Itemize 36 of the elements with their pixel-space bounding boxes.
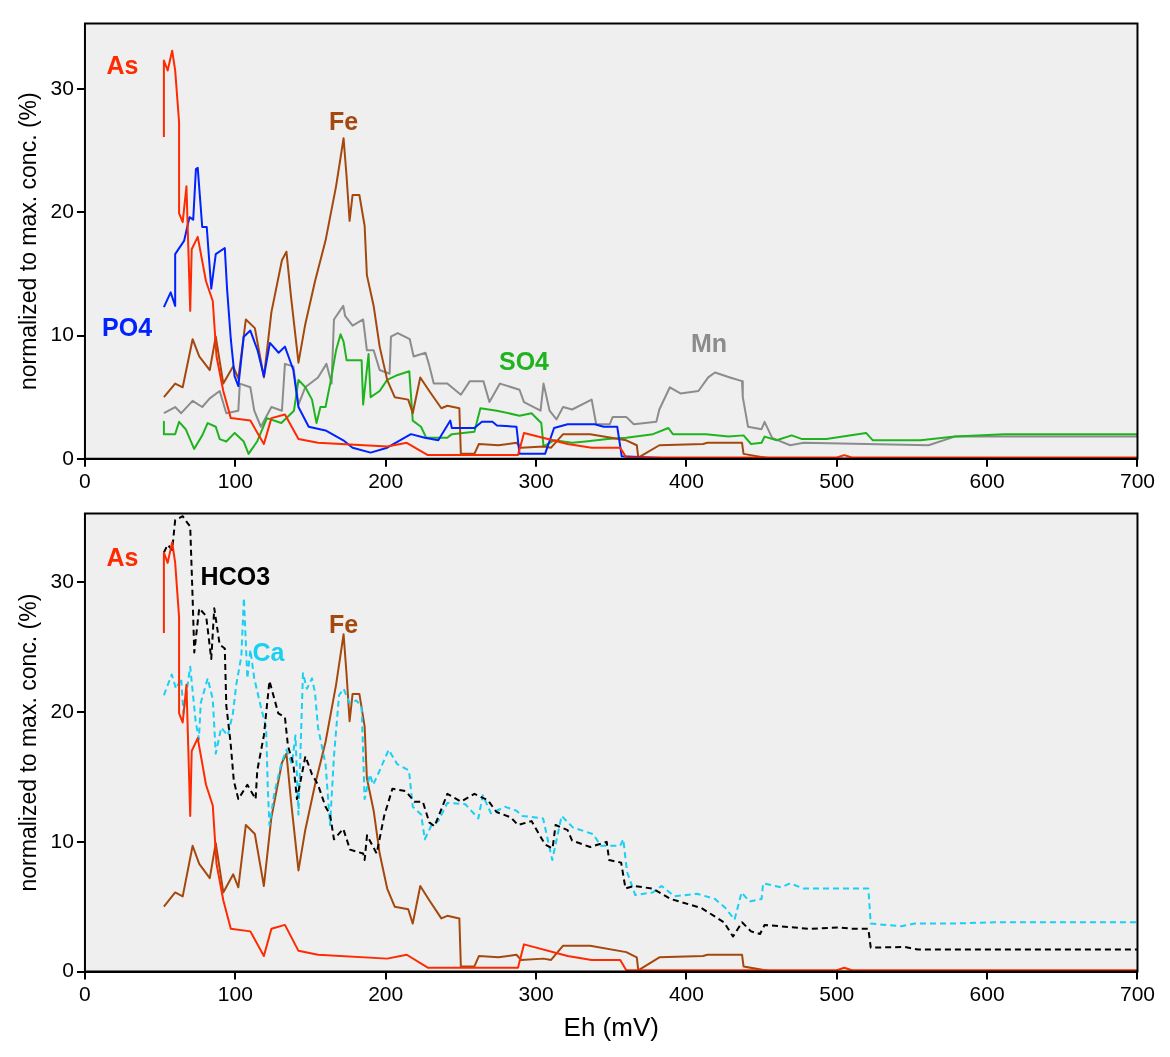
x-tick-label: 500 <box>819 982 855 1005</box>
series-label: Mn <box>690 329 728 358</box>
x-tick-label: 700 <box>1119 469 1155 493</box>
y-tick-label: 0 <box>62 958 74 982</box>
x-tick-label: 200 <box>368 982 404 1005</box>
series-label: Fe <box>328 107 359 136</box>
x-tick-label: 400 <box>668 469 704 493</box>
x-axis-title: Eh (mV) <box>563 1011 659 1042</box>
x-tick-label: 100 <box>217 982 253 1005</box>
x-tick-label: 300 <box>518 982 554 1005</box>
y-axis-title: normalized to max. conc. (%) <box>15 593 42 892</box>
x-tick-label: 300 <box>518 469 554 493</box>
y-tick-label: 20 <box>50 698 74 722</box>
x-tick-label: 0 <box>79 469 91 493</box>
x-tick-label: 700 <box>1119 982 1155 1005</box>
y-tick-label: 20 <box>50 199 74 223</box>
y-axis-title: normalized to max. conc. (%) <box>15 92 42 391</box>
y-tick-label: 10 <box>50 322 74 346</box>
y-tick-label: 0 <box>62 445 74 469</box>
x-tick-label: 500 <box>819 469 855 493</box>
x-tick-label: 400 <box>668 982 704 1005</box>
x-tick-label: 600 <box>969 982 1005 1005</box>
series-label: HCO3 <box>200 562 271 591</box>
x-tick-label: 600 <box>969 469 1005 493</box>
y-tick-label: 10 <box>50 828 74 852</box>
x-tick-label: 100 <box>217 469 253 493</box>
x-tick-label: 200 <box>368 469 404 493</box>
series-label: Ca <box>252 637 286 666</box>
series-label: PO4 <box>102 313 153 342</box>
series-label: As <box>106 50 139 79</box>
x-tick-label: 0 <box>79 982 91 1005</box>
series-label: As <box>106 542 139 571</box>
series-label: Fe <box>328 610 359 639</box>
y-tick-label: 30 <box>50 569 74 593</box>
series-label: SO4 <box>499 346 550 375</box>
y-tick-label: 30 <box>50 75 74 99</box>
